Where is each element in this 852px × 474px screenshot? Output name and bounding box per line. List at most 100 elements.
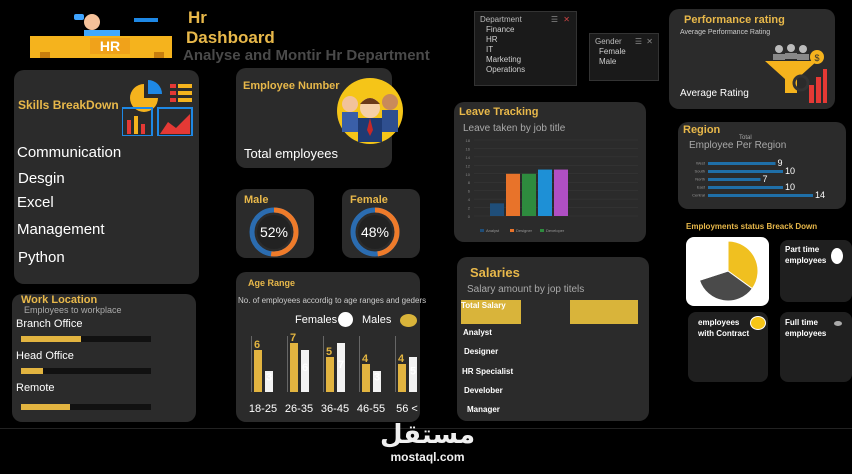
legend-males-dot xyxy=(400,314,417,327)
header-subtitle: Analyse and Montir Hr Department xyxy=(183,47,430,64)
age-value-label: 5 xyxy=(410,365,416,377)
location-branch-track xyxy=(21,336,151,342)
clear-filter-icon[interactable]: ✕ xyxy=(563,15,570,24)
region-value: 14 xyxy=(815,190,825,200)
skill-management: Management xyxy=(17,221,105,238)
slicer-item-marketing[interactable]: Marketing xyxy=(486,55,522,64)
bottom-band xyxy=(0,428,852,474)
total-employees-label: Total employees xyxy=(244,146,338,161)
age-bar-males xyxy=(290,343,298,392)
hr-desk-icon: HR xyxy=(30,14,172,58)
salary-bar-2 xyxy=(570,300,638,324)
employees-group-icon xyxy=(334,78,406,144)
male-card: Male 52% xyxy=(236,189,314,258)
location-branch-bar xyxy=(21,336,81,342)
group-divider xyxy=(323,336,324,392)
age-bar-males xyxy=(254,350,262,392)
age-category-label: 46-55 xyxy=(357,403,385,415)
y-tick-label: 0 xyxy=(468,214,471,219)
age-bar-females xyxy=(373,371,381,392)
slicer-item-hr[interactable]: HR xyxy=(486,35,498,44)
region-label: Central xyxy=(692,193,705,198)
total-salary-bar xyxy=(461,300,521,324)
legend-label: Developer xyxy=(546,228,565,233)
region-value: 9 xyxy=(778,158,783,168)
slicer-item-finance[interactable]: Finance xyxy=(486,25,515,34)
bar-designer xyxy=(506,173,520,216)
department-slicer-title: Department xyxy=(480,15,522,24)
legend-label: Designer xyxy=(516,228,533,233)
y-tick-label: 10 xyxy=(466,172,471,177)
region-bar xyxy=(708,194,813,197)
age-bar-females xyxy=(301,350,309,392)
age-value-label: 6 xyxy=(302,362,308,374)
y-tick-label: 8 xyxy=(468,180,471,185)
gender-slicer[interactable]: Gender ☰ ✕ Female Male xyxy=(589,33,659,81)
multi-select-icon[interactable]: ☰ xyxy=(550,15,558,24)
y-tick-label: 2 xyxy=(468,206,471,211)
region-bar xyxy=(708,178,761,181)
age-range-card: Age Range No. of employees accordig to a… xyxy=(236,272,426,422)
age-category-label: 26-35 xyxy=(285,403,313,415)
slicer-item-operations[interactable]: Operations xyxy=(486,65,526,74)
region-value: 10 xyxy=(785,166,795,176)
female-title: Female xyxy=(350,194,388,206)
skills-charts-icon xyxy=(122,80,193,136)
part-time-card: Part time employees xyxy=(780,240,852,302)
region-value: 10 xyxy=(785,182,795,192)
clear-filter-icon[interactable]: ✕ xyxy=(646,37,653,46)
slicer-item-male[interactable]: Male xyxy=(599,57,617,66)
age-bar-males xyxy=(326,357,334,392)
legend-swatch xyxy=(540,229,544,232)
bar-developer xyxy=(522,173,536,216)
work-location-title: Work Location xyxy=(21,294,98,306)
total-salary-header: Total Salary xyxy=(461,301,506,310)
skill-python: Python xyxy=(18,249,65,266)
department-slicer[interactable]: Department ☰ ✕ Finance HR IT Marketing O… xyxy=(474,11,577,86)
legend-females-label: Females xyxy=(295,314,338,326)
bar-analyst xyxy=(490,203,504,216)
region-bar xyxy=(708,170,783,173)
pie-slice xyxy=(727,240,759,290)
full-time-card: Full time employees xyxy=(780,312,852,382)
contract-card: employees with Contract xyxy=(688,312,768,382)
full-time-label: Full time employees xyxy=(785,318,827,338)
slicer-item-female[interactable]: Female xyxy=(599,47,626,56)
male-title: Male xyxy=(244,194,269,206)
legend-swatch xyxy=(480,229,484,232)
location-head-track xyxy=(21,368,151,374)
performance-label: Average Rating xyxy=(680,88,749,99)
region-chart: West 9 South 10 North 7 East 10 Central 14 xyxy=(692,158,825,200)
region-subtitle: Employee Per Region xyxy=(689,140,787,151)
age-value-label: 4 xyxy=(362,353,369,365)
region-total-label: Total xyxy=(739,135,752,141)
gender-slicer-title: Gender xyxy=(595,37,622,46)
salaries-title: Salaries xyxy=(470,265,520,280)
title-line1: Hr xyxy=(188,8,207,27)
leave-tracking-chart: 0 2 4 6 8 10 12 14 16 18 Analyst Designer Developer xyxy=(466,138,638,233)
age-range-subtitle: No. of employees accordig to age ranges … xyxy=(238,296,427,305)
performance-title: Performance rating xyxy=(684,14,785,26)
slicer-item-it[interactable]: IT xyxy=(486,45,494,54)
salary-manager: Manager xyxy=(467,405,500,414)
full-time-dot xyxy=(834,321,842,326)
title-line2: Dashboard xyxy=(186,28,275,47)
y-tick-label: 6 xyxy=(468,189,471,194)
age-bar-females xyxy=(337,343,345,392)
skills-title: Skills BreakDown xyxy=(18,98,119,112)
salaries-subtitle: Salary amount by jop titels xyxy=(467,284,585,295)
employment-status-title: Employments status Breack Down xyxy=(686,222,818,231)
location-branch-label: Branch Office xyxy=(16,318,83,330)
age-category-label: 56 < xyxy=(396,403,418,415)
legend-females-dot xyxy=(338,312,353,327)
multi-select-icon[interactable]: ☰ xyxy=(634,37,642,46)
legend-label: Analyst xyxy=(486,228,500,233)
male-donut xyxy=(249,207,299,257)
skill-communication: Communication xyxy=(17,144,122,161)
region-label: South xyxy=(695,169,705,174)
y-tick-label: 16 xyxy=(466,146,471,151)
performance-funnel-icon: $ xyxy=(765,44,827,103)
part-time-label: Part time employees xyxy=(785,245,827,265)
group-divider xyxy=(395,336,396,392)
